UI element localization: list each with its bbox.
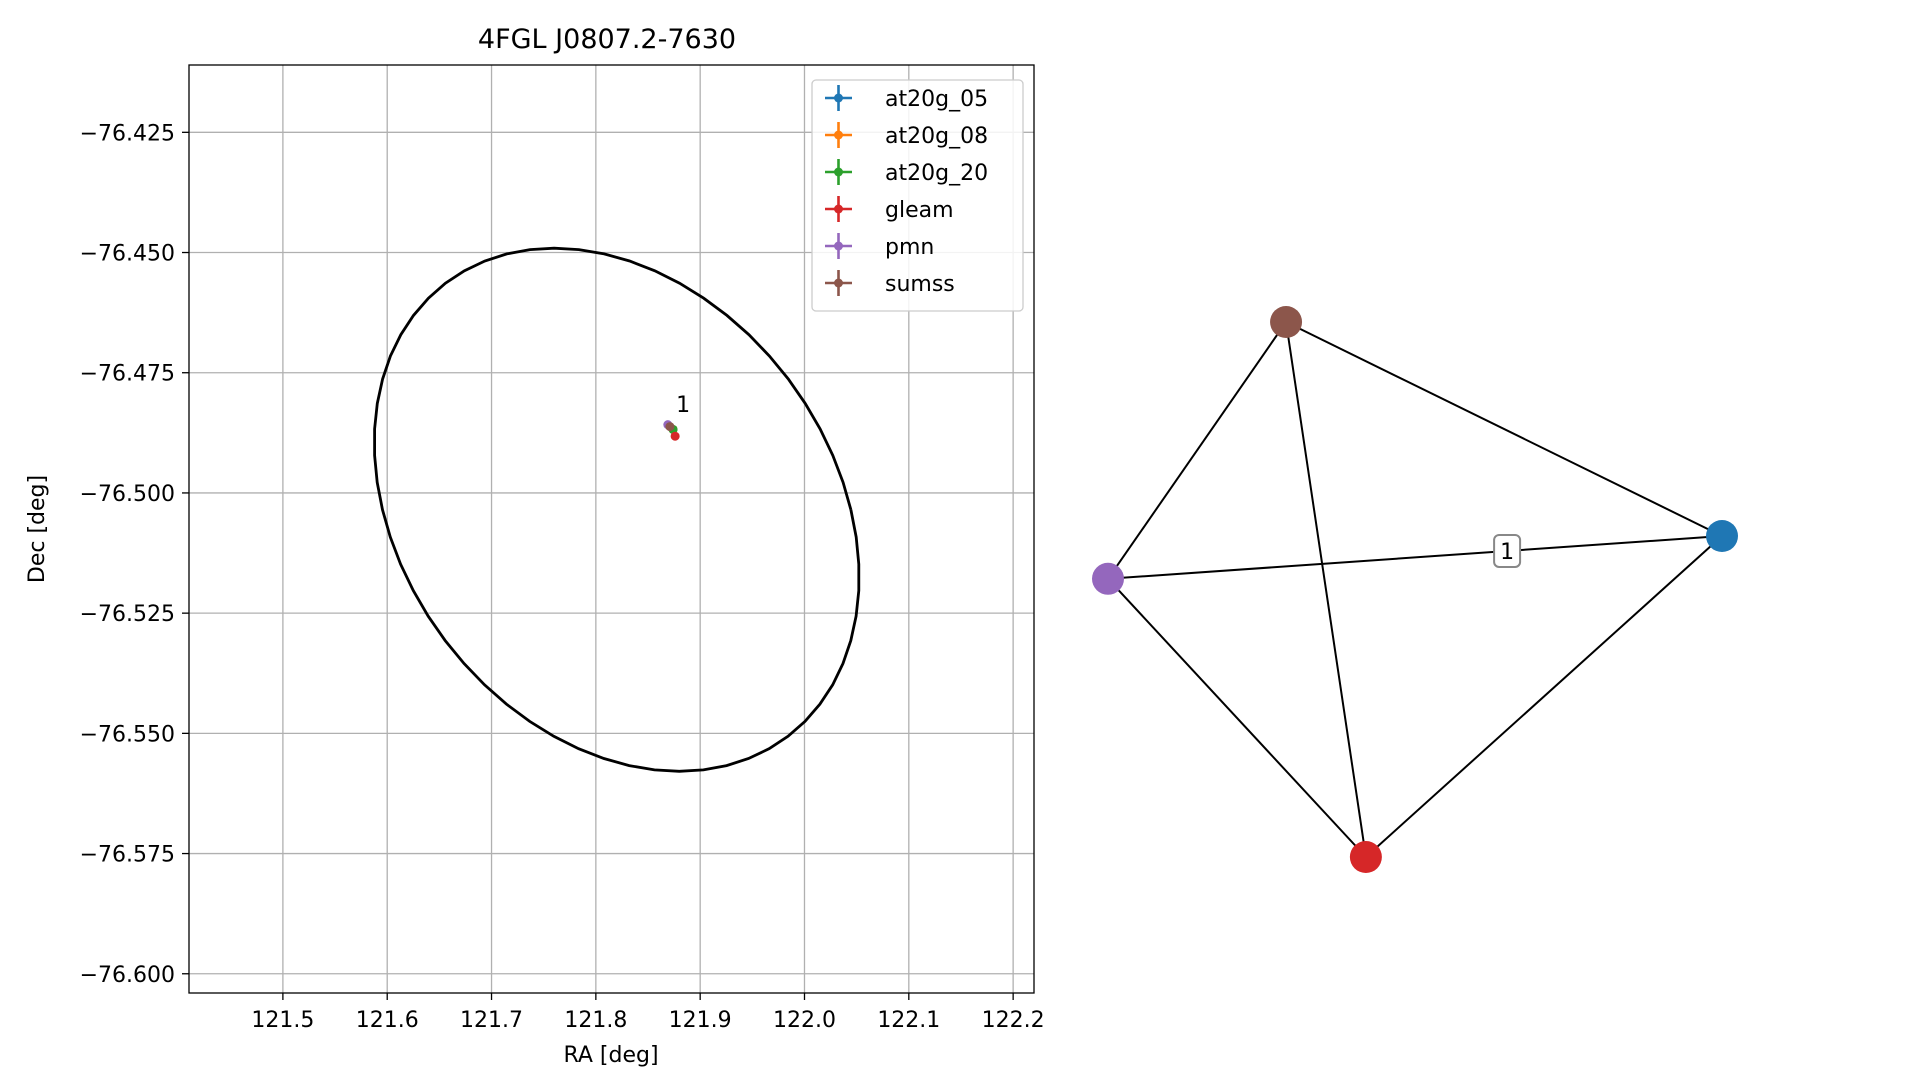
chart-title: 4FGL J0807.2-7630: [478, 24, 736, 55]
node-sumss: [1270, 306, 1303, 338]
graph-edges: [1107, 321, 1723, 858]
node-at20g: [1706, 520, 1738, 552]
x-tick-label: 122.1: [877, 1008, 940, 1033]
legend-entry-at20g_08: at20g_08: [825, 122, 988, 149]
y-tick-label: −76.525: [80, 602, 175, 627]
y-tick-label: −76.550: [80, 722, 175, 747]
legend-label: sumss: [885, 272, 955, 297]
node-pmn: [1092, 562, 1124, 595]
legend-label: at20g_08: [885, 124, 988, 149]
graph-nodes: [1092, 306, 1738, 873]
y-axis-label: Dec [deg]: [25, 475, 50, 583]
legend-box: [811, 79, 1024, 312]
legend-marker-dot: [834, 204, 843, 214]
x-tick-label: 121.8: [564, 1008, 627, 1033]
edge-label: 1: [1493, 533, 1522, 568]
x-tick-label: 121.6: [356, 1008, 419, 1033]
legend-label: at20g_05: [885, 87, 988, 112]
legend-entry-at20g_20: at20g_20: [825, 159, 988, 186]
y-tick-label: −76.425: [80, 121, 175, 146]
edge-sumss-at20g: [1285, 321, 1723, 537]
legend-entry-gleam: gleam: [825, 196, 954, 223]
error-ellipse-layer: [373, 246, 861, 773]
legend-entry-at20g_05: at20g_05: [825, 85, 988, 112]
annotations: 1: [676, 393, 690, 418]
legend-marker-dot: [834, 167, 843, 177]
grid: [189, 65, 1034, 993]
node-gleam: [1349, 841, 1382, 873]
edge-pmn-at20g: [1107, 535, 1723, 580]
y-tick-label: −76.575: [80, 843, 175, 868]
sky-plot: 4FGL J0807.2-7630 1 121.5 121.6 121.7 121.8…: [25, 24, 1045, 1068]
source-points: [663, 420, 680, 441]
legend-label: gleam: [885, 198, 954, 223]
network-graph: 1: [1092, 306, 1738, 873]
edge-label-box: [1493, 533, 1522, 568]
legend-marker-dot: [834, 241, 843, 251]
graph-edge-labels: 1: [1493, 533, 1522, 568]
x-tick-label: 121.9: [669, 1008, 732, 1033]
edge-label-text: 1: [1500, 540, 1514, 565]
x-tick-label: 122.2: [982, 1008, 1045, 1033]
y-tick-label: −76.475: [80, 362, 175, 387]
x-axis-ticks: 121.5 121.6 121.7 121.8 121.9 122.0 122.1 122.2: [251, 993, 1045, 1033]
legend-entry-pmn: pmn: [825, 233, 934, 260]
edge-sumss-gleam: [1285, 321, 1367, 858]
edge-sumss-pmn: [1107, 321, 1287, 580]
x-tick-label: 121.7: [460, 1008, 523, 1033]
legend-entry-sumss: sumss: [825, 270, 955, 297]
point-annotation: 1: [676, 393, 690, 418]
error-ellipse: [373, 246, 861, 773]
edge-pmn-gleam: [1107, 578, 1367, 858]
legend-label: at20g_20: [885, 161, 988, 186]
legend-marker-dot: [834, 130, 843, 140]
y-axis-ticks: −76.425 −76.450 −76.475 −76.500 −76.525 −76.5…: [80, 121, 189, 988]
point-gleam: [670, 431, 680, 441]
x-axis-label: RA [deg]: [563, 1043, 658, 1068]
legend-marker-dot: [834, 278, 843, 288]
x-tick-label: 121.5: [251, 1008, 314, 1033]
y-tick-label: −76.500: [80, 482, 175, 507]
y-tick-label: −76.600: [80, 963, 175, 988]
plot-frame: [188, 64, 1035, 994]
edge-gleam-at20g: [1365, 535, 1723, 858]
legend-label: pmn: [885, 235, 934, 260]
legend-marker-dot: [834, 93, 843, 103]
y-tick-label: −76.450: [80, 242, 175, 267]
x-tick-label: 122.0: [773, 1008, 836, 1033]
point-sumss: [665, 422, 675, 432]
